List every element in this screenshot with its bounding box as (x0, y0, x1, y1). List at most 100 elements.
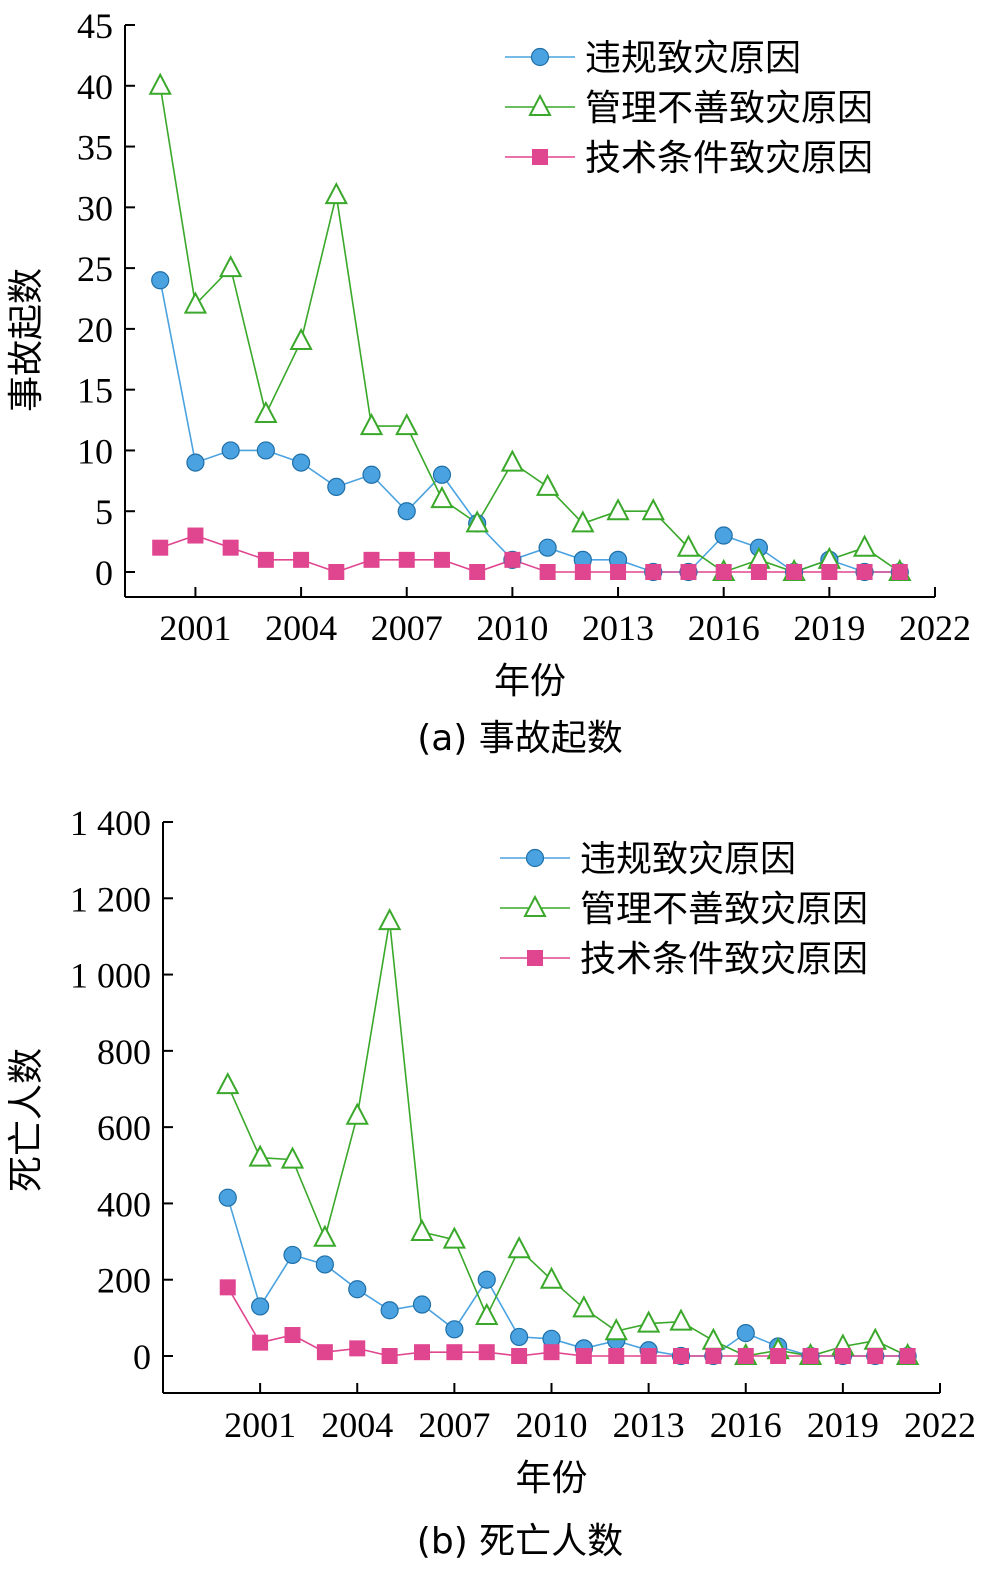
x-tick-label: 2010 (516, 1405, 588, 1445)
data-point-triangle (507, 1236, 531, 1259)
legend-marker (532, 149, 548, 165)
chart-caption: (a) 事故起数 (417, 718, 623, 759)
data-point-square (504, 551, 521, 568)
data-point-square (574, 564, 591, 580)
data-point-circle (315, 1255, 334, 1274)
data-point-square (673, 1348, 689, 1364)
data-point-square (680, 564, 697, 580)
data-point-triangle (571, 510, 595, 533)
legend-marker (527, 950, 543, 966)
legend-label: 管理不善致灾原因 (585, 88, 873, 129)
data-point-square (750, 564, 767, 580)
x-tick-label: 2007 (418, 1405, 490, 1445)
y-tick-label: 1 200 (70, 879, 151, 919)
data-point-square (640, 1348, 657, 1364)
data-point-triangle (442, 1226, 467, 1249)
data-point-circle (445, 1320, 464, 1339)
series-line-triangle (159, 85, 901, 573)
legend-label: 管理不善致灾原因 (580, 889, 868, 930)
data-point-circle (714, 526, 733, 545)
data-point-triangle (539, 1266, 564, 1289)
y-tick-label: 800 (97, 1032, 151, 1072)
chart-death-toll: 0 200 400 600 800 1 000 1 200 1 400 2001 2004 2007… (6, 803, 976, 1562)
data-point-square (867, 1348, 884, 1364)
data-point-triangle (324, 182, 348, 205)
data-point-square (257, 551, 274, 568)
series-line-square (159, 534, 900, 573)
x-tick-label: 2016 (688, 608, 760, 648)
data-point-square (293, 551, 310, 568)
data-point-square (802, 1348, 819, 1364)
series-line-circle (227, 1197, 908, 1357)
data-point-square (284, 1327, 301, 1344)
data-point-square (645, 564, 662, 580)
data-point-triangle (430, 485, 454, 509)
data-point-square (737, 1348, 754, 1364)
y-tick-label: 0 (133, 1337, 151, 1377)
chart-accident-count: 0 5 10 15 20 25 30 35 40 45 2001 2004 2007 2010 2013 20… (6, 6, 971, 759)
legend-label: 技术条件致灾原因 (585, 138, 873, 179)
legend-marker (525, 848, 545, 868)
y-tick-label: 30 (77, 188, 113, 228)
data-point-square (152, 539, 169, 556)
data-point-circle (256, 441, 275, 460)
data-point-triangle (863, 1327, 887, 1350)
data-point-square (414, 1344, 430, 1361)
data-point-circle (477, 1270, 496, 1289)
data-point-triangle (604, 1318, 628, 1341)
data-point-square (222, 539, 239, 556)
data-point-triangle (701, 1327, 726, 1350)
y-tick-label: 35 (77, 128, 113, 168)
data-point-square (328, 564, 345, 580)
data-point-triangle (669, 1308, 693, 1331)
data-point-square (398, 551, 415, 568)
data-point-triangle (313, 1224, 337, 1247)
data-point-triangle (641, 498, 665, 521)
data-point-circle (291, 453, 311, 472)
data-point-circle (432, 465, 452, 484)
x-tick-label: 2001 (224, 1405, 296, 1445)
y-tick-label: 200 (97, 1261, 151, 1301)
x-tick-label: 2004 (321, 1405, 393, 1445)
x-axis-label: 年份 (515, 1458, 587, 1499)
data-point-triangle (465, 510, 489, 533)
x-tick-label: 2001 (159, 608, 231, 648)
data-point-triangle (500, 449, 525, 472)
x-tick-label: 2007 (371, 608, 443, 648)
legend-marker (523, 894, 547, 917)
x-tick-label: 2016 (710, 1405, 782, 1445)
data-point-triangle (248, 1144, 272, 1167)
data-point-circle (538, 538, 557, 557)
data-point-square (715, 564, 732, 580)
data-point-triangle (345, 1102, 369, 1125)
data-point-triangle (280, 1146, 305, 1169)
y-tick-label: 1 000 (70, 956, 151, 996)
data-point-circle (412, 1295, 432, 1314)
data-point-circle (380, 1301, 399, 1320)
series-line-square (227, 1286, 908, 1357)
data-point-triangle (148, 72, 172, 95)
x-tick-label: 2013 (613, 1405, 685, 1445)
data-point-circle (221, 441, 240, 460)
x-tick-label: 2010 (476, 608, 548, 648)
chart-caption: (b) 死亡人数 (417, 1521, 623, 1562)
y-tick-label: 5 (95, 492, 113, 532)
y-tick-label: 10 (77, 431, 113, 471)
data-point-square (478, 1344, 495, 1361)
data-point-square (834, 1348, 851, 1364)
x-tick-label: 2019 (807, 1405, 879, 1445)
y-tick-label: 600 (97, 1108, 151, 1148)
data-point-triangle (852, 534, 877, 557)
y-tick-label: 25 (77, 249, 113, 289)
data-point-square (608, 1348, 625, 1364)
y-tick-label: 45 (77, 6, 113, 46)
data-point-circle (348, 1280, 367, 1299)
data-point-square (511, 1348, 528, 1364)
data-point-triangle (606, 498, 630, 521)
x-tick-label: 2004 (265, 608, 337, 648)
x-tick-label: 2022 (899, 608, 971, 648)
data-point-square (381, 1348, 398, 1364)
data-point-triangle (216, 1072, 240, 1095)
data-point-square (433, 551, 450, 568)
data-point-square (891, 564, 908, 580)
